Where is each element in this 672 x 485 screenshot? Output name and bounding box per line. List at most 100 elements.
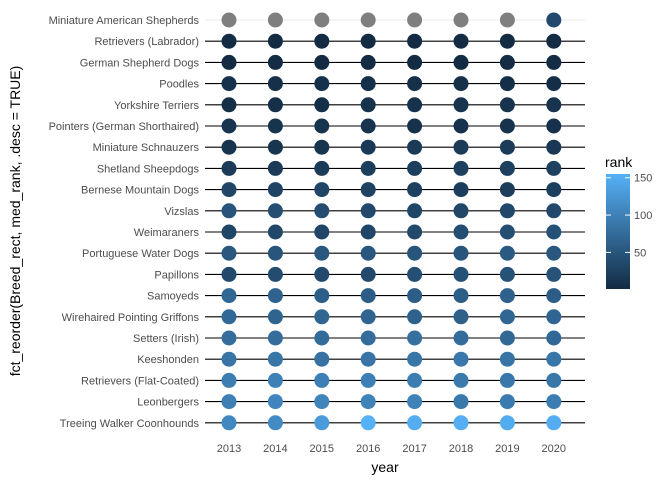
data-point <box>499 266 515 282</box>
data-point <box>407 182 423 198</box>
data-point <box>453 415 469 431</box>
legend-ticks: 50 100 150 <box>606 173 652 259</box>
y-tick-label: Miniature American Shepherds <box>49 15 200 27</box>
data-point <box>546 330 562 346</box>
data-point <box>499 351 515 367</box>
data-point <box>360 76 376 92</box>
data-point <box>267 224 283 240</box>
x-tick-label: 2017 <box>402 443 426 455</box>
data-point <box>546 245 562 261</box>
y-tick-label: Pointers (German Shorthaired) <box>49 121 199 133</box>
data-point <box>360 54 376 70</box>
data-point <box>546 394 562 410</box>
data-point <box>314 33 330 49</box>
data-point <box>221 224 237 240</box>
data-point <box>453 309 469 325</box>
data-point <box>407 160 423 176</box>
data-point <box>267 97 283 113</box>
data-point <box>221 351 237 367</box>
data-point <box>360 224 376 240</box>
data-point <box>360 415 376 431</box>
data-point <box>499 118 515 134</box>
data-point <box>314 330 330 346</box>
data-point <box>453 118 469 134</box>
y-tick-label: Retrievers (Labrador) <box>94 36 199 48</box>
data-point <box>314 182 330 198</box>
data-point <box>453 76 469 92</box>
data-point <box>314 394 330 410</box>
data-point <box>546 76 562 92</box>
data-point <box>407 97 423 113</box>
data-point <box>407 12 423 28</box>
y-tick-label: Leonbergers <box>137 397 199 409</box>
data-point <box>499 33 515 49</box>
y-tick-label: Retrievers (Flat-Coated) <box>81 375 199 387</box>
data-point <box>314 76 330 92</box>
data-point <box>499 203 515 219</box>
data-point <box>314 12 330 28</box>
data-point <box>453 245 469 261</box>
data-point <box>314 372 330 388</box>
data-point <box>314 224 330 240</box>
legend: rank 50 100 150 <box>605 154 652 289</box>
data-point <box>360 182 376 198</box>
data-point <box>221 160 237 176</box>
data-point <box>407 266 423 282</box>
data-point <box>221 330 237 346</box>
data-point <box>267 33 283 49</box>
data-point <box>453 182 469 198</box>
data-point <box>407 394 423 410</box>
y-tick-label: Setters (Irish) <box>133 333 199 345</box>
data-point <box>221 139 237 155</box>
data-point <box>453 33 469 49</box>
data-point <box>221 394 237 410</box>
data-point <box>267 245 283 261</box>
data-point <box>499 97 515 113</box>
x-tick-label: 2015 <box>310 443 334 455</box>
x-tick-label: 2020 <box>542 443 566 455</box>
data-point <box>546 266 562 282</box>
data-point <box>407 139 423 155</box>
y-tick-label: Wirehaired Pointing Griffons <box>62 312 200 324</box>
data-point <box>314 351 330 367</box>
data-point <box>546 54 562 70</box>
data-point <box>453 224 469 240</box>
data-point <box>499 224 515 240</box>
y-tick-label: Weimaraners <box>134 227 200 239</box>
data-point <box>267 203 283 219</box>
data-point <box>267 415 283 431</box>
data-point <box>221 182 237 198</box>
data-point <box>407 372 423 388</box>
data-point <box>267 54 283 70</box>
data-point <box>499 309 515 325</box>
data-point <box>453 288 469 304</box>
data-point <box>407 33 423 49</box>
legend-colorbar <box>606 174 630 289</box>
y-tick-label: Miniature Schnauzers <box>93 142 200 154</box>
data-point <box>546 415 562 431</box>
y-tick-label: Shetland Sheepdogs <box>97 163 200 175</box>
x-tick-label: 2013 <box>217 443 241 455</box>
data-point <box>407 76 423 92</box>
data-point <box>221 76 237 92</box>
data-point <box>453 160 469 176</box>
data-point <box>499 160 515 176</box>
data-point <box>499 415 515 431</box>
data-point <box>314 245 330 261</box>
y-tick-label: Yorkshire Terriers <box>114 100 199 112</box>
data-point <box>453 97 469 113</box>
data-point <box>221 245 237 261</box>
data-point <box>546 97 562 113</box>
data-point <box>360 12 376 28</box>
data-point <box>360 118 376 134</box>
data-point <box>267 118 283 134</box>
y-tick-label: Papillons <box>154 269 199 281</box>
x-tick-label: 2019 <box>495 443 519 455</box>
data-point <box>499 372 515 388</box>
data-point <box>360 309 376 325</box>
y-tick-label: Treeing Walker Coonhounds <box>60 418 200 430</box>
legend-tick-label: 150 <box>634 173 652 185</box>
data-point <box>314 309 330 325</box>
